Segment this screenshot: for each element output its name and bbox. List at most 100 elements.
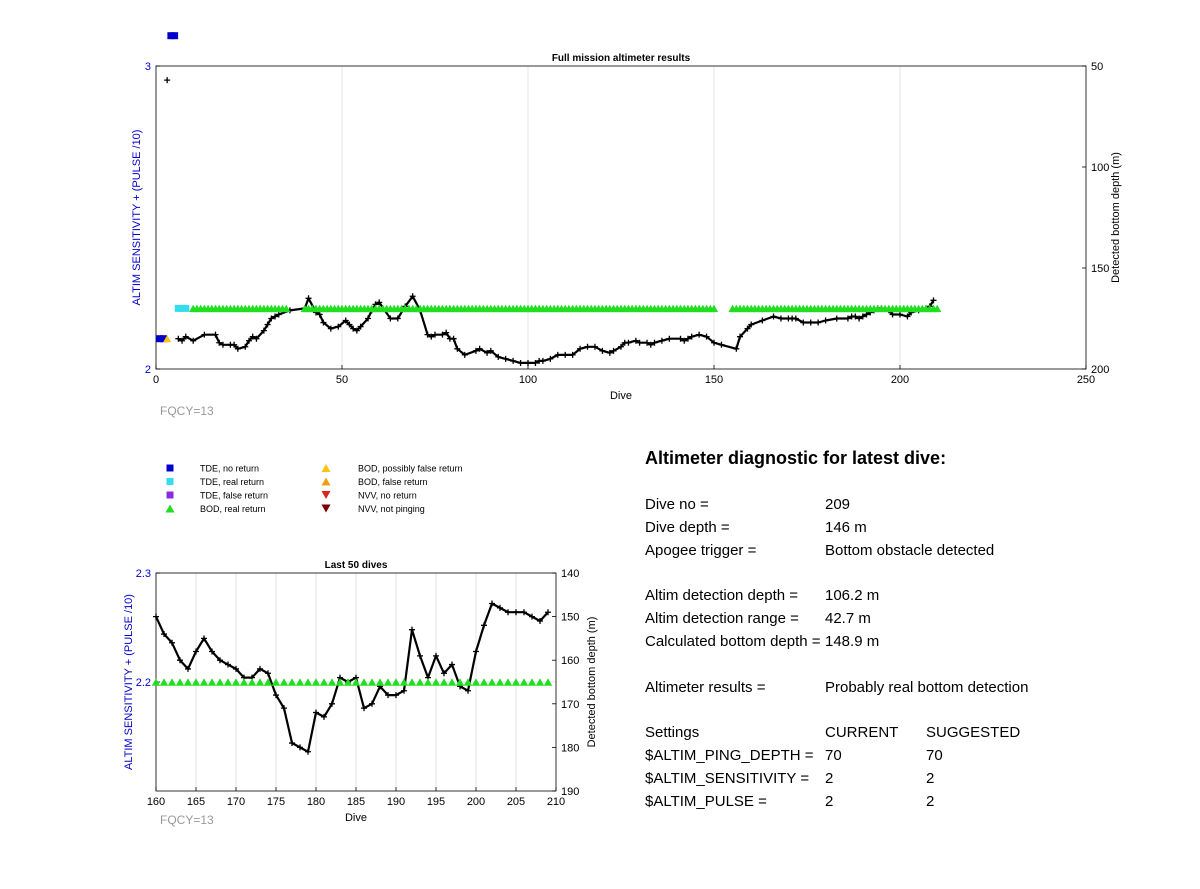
depth-marker	[461, 351, 468, 358]
depth-marker	[505, 609, 511, 616]
setting-current: 70	[825, 747, 842, 764]
x-tick-label: 165	[187, 796, 205, 808]
bod-real-return-marker	[263, 678, 273, 686]
bod-real-return-marker	[479, 678, 489, 686]
depth-marker	[216, 339, 223, 346]
depth-marker	[369, 700, 375, 707]
depth-marker	[316, 311, 323, 318]
bod-real-return-marker	[709, 304, 719, 313]
chart-title: Full mission altimeter results	[552, 53, 691, 64]
x-tick-label: 200	[891, 374, 909, 386]
depth-marker	[231, 341, 238, 348]
depth-marker	[770, 313, 777, 320]
depth-marker	[510, 357, 517, 364]
setting-label: $ALTIM_PING_DEPTH =	[645, 747, 814, 764]
diag-label: Calculated bottom depth =	[645, 633, 821, 650]
depth-marker	[346, 321, 353, 328]
legend-label: TDE, false return	[200, 491, 268, 501]
y-right-tick-label: 190	[561, 786, 579, 798]
depth-marker	[441, 670, 447, 677]
diag-label: Dive depth =	[645, 519, 730, 536]
bod-real-return-marker	[487, 678, 497, 686]
setting-current: 2	[825, 793, 834, 810]
depth-marker	[424, 331, 431, 338]
depth-marker	[246, 337, 252, 344]
depth-marker	[569, 351, 576, 358]
depth-marker	[275, 311, 282, 318]
diag-value: 106.2 m	[825, 587, 880, 604]
depth-marker	[696, 331, 703, 338]
bod-real-return-marker	[527, 678, 537, 686]
depth-marker	[904, 313, 911, 320]
depth-marker	[409, 626, 415, 633]
depth-marker	[365, 315, 372, 322]
bod-real-return-marker	[199, 678, 209, 686]
bod-real-return-marker	[463, 678, 473, 686]
depth-marker	[209, 648, 215, 655]
depth-marker	[260, 327, 267, 334]
depth-line	[177, 295, 935, 364]
depth-marker	[737, 333, 744, 340]
x-tick-label: 50	[336, 374, 348, 386]
depth-marker	[748, 321, 755, 328]
x-axis-label: Dive	[610, 390, 632, 402]
depth-marker	[497, 604, 503, 611]
legend-marker-triangle-up	[321, 477, 331, 486]
setting-suggested: 2	[926, 793, 935, 810]
depth-marker	[225, 661, 231, 668]
bod-real-return-marker	[543, 678, 553, 686]
depth-marker	[545, 609, 551, 616]
x-tick-label: 0	[153, 374, 159, 386]
legend-marker-square	[166, 478, 174, 485]
diag-label: Dive no =	[645, 496, 709, 513]
depth-marker	[744, 325, 751, 332]
depth-marker	[521, 609, 527, 616]
depth-marker	[433, 652, 439, 659]
bod-real-return-marker	[175, 678, 185, 686]
depth-marker	[647, 341, 654, 348]
bod-real-return-marker	[375, 678, 385, 686]
plot-frame	[155, 65, 1087, 370]
depth-marker	[681, 337, 688, 344]
depth-marker	[387, 315, 394, 322]
depth-marker	[350, 325, 357, 332]
depth-marker	[844, 315, 851, 322]
y-right-tick-label: 100	[1091, 162, 1109, 174]
depth-marker	[329, 700, 335, 707]
y-left-tick-label: 2.3	[136, 568, 151, 580]
legend-marker-triangle-down	[321, 490, 331, 500]
legend-marker-square	[166, 464, 174, 472]
depth-marker	[711, 339, 717, 346]
y-right-axis-label: Detected bottom depth (m)	[586, 617, 598, 748]
depth-marker	[852, 313, 859, 320]
bod-real-return-marker	[282, 304, 291, 313]
tde-no-return-marker	[159, 335, 167, 343]
y-right-tick-label: 150	[1091, 263, 1109, 275]
legend-marker-triangle-up	[165, 504, 175, 513]
depth-marker	[792, 315, 799, 322]
depth-marker	[432, 331, 438, 338]
depth-marker	[625, 339, 632, 346]
legend-label: BOD, possibly false return	[358, 464, 463, 474]
bod-real-return-marker	[319, 678, 329, 686]
bod-real-return-marker	[231, 678, 241, 686]
bod-possibly-false-marker	[163, 335, 172, 343]
depth-marker	[233, 665, 239, 672]
bod-real-return-marker	[503, 678, 513, 686]
legend-label: BOD, real return	[200, 504, 266, 514]
depth-marker	[401, 687, 407, 694]
y-right-axis-label: Detected bottom depth (m)	[1110, 152, 1122, 283]
bod-real-return-marker	[471, 678, 481, 686]
depth-marker	[472, 347, 479, 354]
depth-marker	[289, 740, 295, 747]
depth-marker	[201, 331, 208, 338]
bod-real-return-marker	[215, 678, 225, 686]
x-tick-label: 190	[387, 796, 405, 808]
depth-marker	[856, 315, 863, 322]
bod-real-return-marker	[415, 678, 425, 686]
depth-marker	[320, 319, 327, 326]
bod-real-return-marker	[407, 678, 417, 686]
depth-marker	[268, 315, 275, 322]
depth-marker	[217, 657, 223, 664]
depth-marker	[182, 333, 189, 340]
